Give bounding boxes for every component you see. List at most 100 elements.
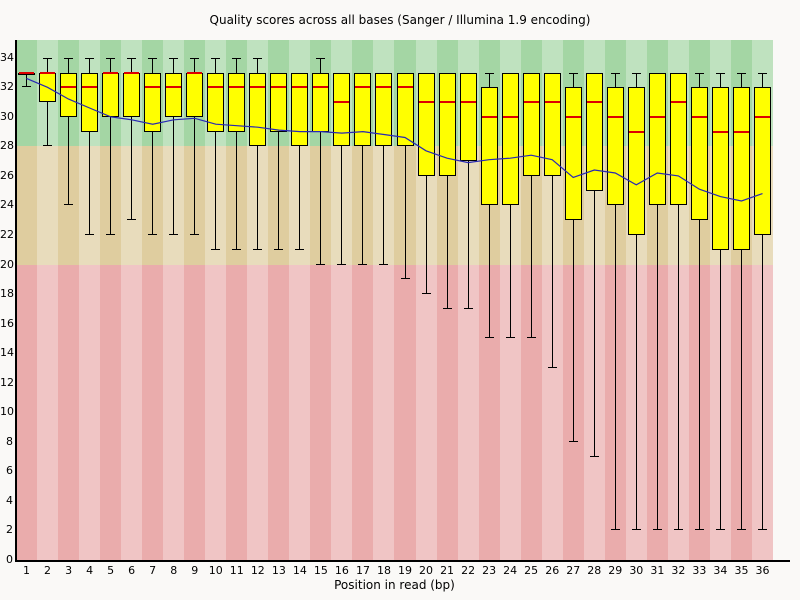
upper-whisker-cap xyxy=(190,57,200,59)
whisker xyxy=(488,72,490,339)
median-line xyxy=(586,101,602,104)
boxplot-box-pos-24 xyxy=(501,72,519,206)
whisker xyxy=(446,72,448,309)
y-axis-tick-label: 24 xyxy=(0,198,14,212)
median-line xyxy=(313,86,329,89)
column-stripe xyxy=(163,40,185,560)
y-axis-tick-label: 28 xyxy=(0,139,14,153)
x-axis-tick-label: 9 xyxy=(191,564,199,577)
median-line xyxy=(124,71,140,74)
x-axis-tick-label: 13 xyxy=(271,564,286,577)
x-axis-tick-label: 3 xyxy=(65,564,73,577)
column-stripe xyxy=(121,40,143,560)
whisker xyxy=(194,57,196,235)
median-line xyxy=(82,86,98,89)
lower-whisker-cap xyxy=(43,145,53,147)
x-axis-tick-label: 29 xyxy=(608,564,623,577)
column-stripe xyxy=(331,40,353,560)
column-stripe xyxy=(79,40,101,560)
median-line xyxy=(355,86,371,89)
boxplot-box-pos-27 xyxy=(564,87,582,221)
median-line xyxy=(565,115,581,118)
whisker xyxy=(278,72,280,250)
lower-whisker-cap xyxy=(526,337,536,339)
x-axis-line xyxy=(15,560,790,562)
x-axis-tick-label: 22 xyxy=(461,564,476,577)
y-axis-tick-label: 4 xyxy=(6,493,13,507)
x-axis-tick-label: 10 xyxy=(208,564,223,577)
y-axis-tick-label: 16 xyxy=(0,316,14,330)
column-stripe xyxy=(247,40,269,560)
x-axis-tick-label: 30 xyxy=(629,564,644,577)
whisker xyxy=(740,72,742,531)
lower-whisker-cap xyxy=(316,263,326,265)
median-line xyxy=(607,115,623,118)
boxplot-box-pos-20 xyxy=(417,72,435,176)
y-axis-tick-label: 22 xyxy=(0,228,14,241)
y-axis-tick-label: 20 xyxy=(0,257,14,271)
whisker xyxy=(404,72,406,280)
lower-whisker-cap xyxy=(757,529,767,531)
upper-whisker-cap xyxy=(211,57,221,59)
median-line xyxy=(460,101,476,104)
upper-whisker-cap xyxy=(106,57,116,59)
whisker xyxy=(26,72,27,88)
x-axis-tick-label: 24 xyxy=(503,564,518,577)
median-line xyxy=(733,130,749,133)
chart-title: Quality scores across all bases (Sanger … xyxy=(209,13,591,27)
boxplot-box-pos-14 xyxy=(291,72,309,147)
lower-whisker-cap xyxy=(253,248,263,250)
x-axis-tick-label: 28 xyxy=(587,564,602,577)
lower-whisker-cap xyxy=(22,86,31,88)
lower-whisker-cap xyxy=(106,234,116,235)
lower-whisker-cap xyxy=(715,529,725,531)
lower-whisker-cap xyxy=(631,529,641,531)
boxplot-box-pos-18 xyxy=(375,72,393,147)
lower-whisker-cap xyxy=(589,455,599,457)
whisker xyxy=(362,72,364,265)
boxplot-box-pos-31 xyxy=(648,72,666,206)
whisker xyxy=(89,57,91,235)
upper-whisker-cap xyxy=(715,72,725,74)
x-axis-tick-label: 25 xyxy=(524,564,539,577)
upper-whisker-cap xyxy=(568,72,578,74)
median-line xyxy=(103,71,119,74)
upper-whisker-cap xyxy=(127,57,137,59)
whisker xyxy=(761,72,763,531)
whisker xyxy=(215,57,217,250)
upper-whisker-cap xyxy=(148,57,158,59)
x-axis-tick-label: 20 xyxy=(419,564,434,577)
x-axis-tick-label: 23 xyxy=(482,564,497,577)
median-line xyxy=(61,86,77,89)
lower-whisker-cap xyxy=(610,529,620,531)
x-axis-tick-label: 19 xyxy=(398,564,412,577)
median-line xyxy=(523,101,539,104)
x-axis-title: Position in read (bp) xyxy=(334,578,455,592)
lower-whisker-cap xyxy=(442,307,452,309)
y-axis-tick-label: 26 xyxy=(0,168,14,182)
column-stripe xyxy=(289,40,311,560)
upper-whisker-cap xyxy=(169,57,179,59)
x-axis-tick-label: 4 xyxy=(86,564,94,577)
x-axis-tick-label: 36 xyxy=(755,564,770,577)
lower-whisker-cap xyxy=(169,234,179,235)
y-axis-tick-label: 30 xyxy=(0,109,14,123)
boxplot-box-pos-22 xyxy=(459,72,477,162)
whisker xyxy=(299,72,301,250)
x-axis-tick-label: 35 xyxy=(734,564,749,577)
y-axis-tick-label: 8 xyxy=(6,434,13,448)
x-axis-tick-label: 17 xyxy=(355,564,370,577)
median-line xyxy=(418,101,434,104)
whisker xyxy=(719,72,721,531)
upper-whisker-cap xyxy=(43,57,53,59)
x-axis-tick-label: 34 xyxy=(713,564,728,577)
lower-whisker-cap xyxy=(400,278,410,280)
y-axis-tick-label: 14 xyxy=(0,346,14,360)
whisker xyxy=(509,72,511,339)
x-axis-tick-label: 16 xyxy=(334,564,349,577)
medium-quality-zone xyxy=(16,146,773,265)
lower-whisker-cap xyxy=(673,529,683,531)
whisker xyxy=(635,72,637,531)
bad-quality-zone xyxy=(16,264,773,560)
x-axis-tick-label: 15 xyxy=(313,564,328,577)
